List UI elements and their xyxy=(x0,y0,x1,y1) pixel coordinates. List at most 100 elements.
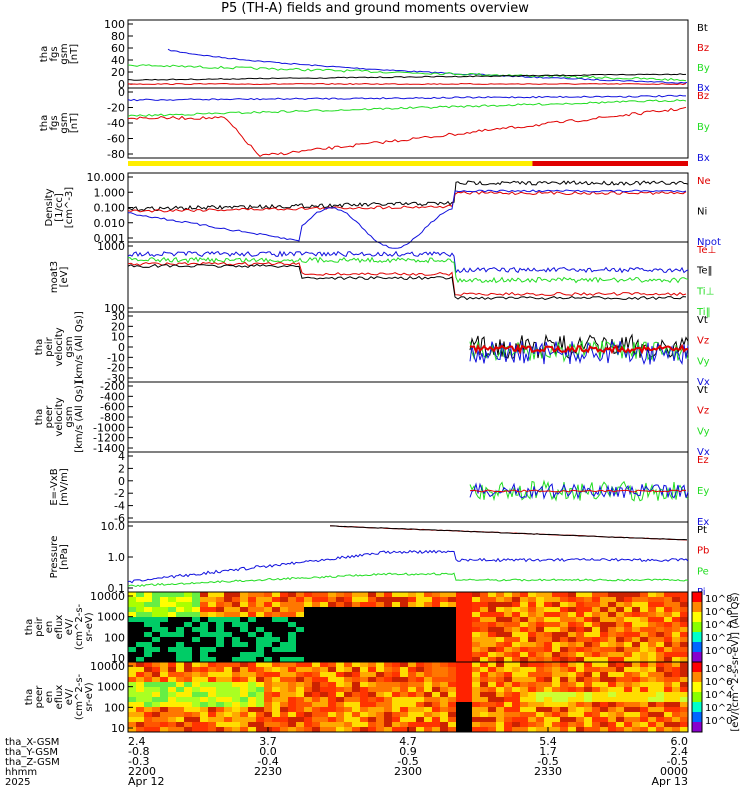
heatmap-cell xyxy=(328,707,336,712)
heatmap-cell xyxy=(256,637,264,642)
heatmap-cell xyxy=(248,727,256,732)
heatmap-cell xyxy=(296,727,304,732)
heatmap-cell xyxy=(448,712,456,717)
heatmap-cell xyxy=(200,697,208,702)
heatmap-cell xyxy=(208,652,216,657)
heatmap-cell xyxy=(160,607,168,612)
heatmap-cell xyxy=(248,632,256,637)
heatmap-cell xyxy=(312,717,320,722)
heatmap-cell xyxy=(312,667,320,672)
y-tick-label: 1.000 xyxy=(94,186,126,199)
heatmap-cell xyxy=(392,677,400,682)
heatmap-cell xyxy=(600,687,608,692)
heatmap-cell xyxy=(280,707,288,712)
heatmap-cell xyxy=(192,687,200,692)
heatmap-cell xyxy=(160,727,168,732)
heatmap-cell xyxy=(344,627,352,632)
heatmap-cell xyxy=(680,597,688,602)
heatmap-cell xyxy=(600,627,608,632)
heatmap-cell xyxy=(248,717,256,722)
heatmap-cell xyxy=(128,617,136,622)
legend-entry: Bz xyxy=(697,43,709,54)
heatmap-cell xyxy=(192,657,200,662)
heatmap-cell xyxy=(552,662,560,667)
heatmap-cell xyxy=(656,697,664,702)
heatmap-cell xyxy=(152,597,160,602)
heatmap-cell xyxy=(616,632,624,637)
heatmap-cell xyxy=(536,662,544,667)
heatmap-cell xyxy=(376,617,384,622)
heatmap-cell xyxy=(680,687,688,692)
heatmap-cell xyxy=(544,637,552,642)
heatmap-cell xyxy=(408,652,416,657)
heatmap-cell xyxy=(192,707,200,712)
heatmap-cell xyxy=(528,637,536,642)
heatmap-cell xyxy=(408,632,416,637)
heatmap-cell xyxy=(128,642,136,647)
heatmap-cell xyxy=(528,712,536,717)
heatmap-cell xyxy=(280,662,288,667)
heatmap-cell xyxy=(240,637,248,642)
heatmap-cell xyxy=(464,702,472,707)
heatmap-cell xyxy=(384,627,392,632)
heatmap-cell xyxy=(264,622,272,627)
heatmap-cell xyxy=(456,602,464,607)
heatmap-cell xyxy=(168,672,176,677)
heatmap-cell xyxy=(560,622,568,627)
heatmap-cell xyxy=(216,622,224,627)
heatmap-cell xyxy=(352,602,360,607)
heatmap-cell xyxy=(544,682,552,687)
heatmap-cell xyxy=(168,647,176,652)
heatmap-cell xyxy=(672,712,680,717)
heatmap-cell xyxy=(232,667,240,672)
heatmap-cell xyxy=(280,657,288,662)
y-axis-label: tha peer en eflux eV/(cm^2-s-sr-eV) xyxy=(24,673,95,720)
heatmap-cell xyxy=(552,647,560,652)
heatmap-cell xyxy=(432,657,440,662)
heatmap-cell xyxy=(512,702,520,707)
heatmap-cell xyxy=(376,612,384,617)
heatmap-cell xyxy=(496,702,504,707)
heatmap-cell xyxy=(600,682,608,687)
heatmap-cell xyxy=(128,702,136,707)
heatmap-cell xyxy=(480,672,488,677)
heatmap-cell xyxy=(376,657,384,662)
heatmap-cell xyxy=(640,617,648,622)
heatmap-cell xyxy=(672,607,680,612)
heatmap-cell xyxy=(344,612,352,617)
heatmap-cell xyxy=(272,722,280,727)
heatmap-cell xyxy=(512,682,520,687)
heatmap-cell xyxy=(456,627,464,632)
heatmap-cell xyxy=(128,672,136,677)
heatmap-cell xyxy=(616,607,624,612)
heatmap-cell xyxy=(128,682,136,687)
heatmap-cell xyxy=(368,657,376,662)
heatmap-cell xyxy=(440,702,448,707)
heatmap-cell xyxy=(400,622,408,627)
heatmap-cell xyxy=(272,652,280,657)
heatmap-cell xyxy=(560,652,568,657)
heatmap-cell xyxy=(616,687,624,692)
heatmap-cell xyxy=(544,617,552,622)
heatmap-cell xyxy=(496,682,504,687)
heatmap-cell xyxy=(496,602,504,607)
heatmap-cell xyxy=(368,722,376,727)
heatmap-cell xyxy=(136,677,144,682)
heatmap-cell xyxy=(424,597,432,602)
series-ni xyxy=(127,180,689,212)
heatmap-cell xyxy=(336,717,344,722)
heatmap-cell xyxy=(328,702,336,707)
heatmap-cell xyxy=(248,622,256,627)
heatmap-cell xyxy=(680,632,688,637)
heatmap-cell xyxy=(208,672,216,677)
heatmap-cell xyxy=(264,687,272,692)
y-label-line: gsm xyxy=(59,43,70,64)
heatmap-cell xyxy=(552,617,560,622)
heatmap-cell xyxy=(536,647,544,652)
heatmap-cell xyxy=(456,652,464,657)
heatmap-cell xyxy=(304,622,312,627)
heatmap-cell xyxy=(352,692,360,697)
heatmap-cell xyxy=(424,722,432,727)
heatmap-cell xyxy=(600,602,608,607)
